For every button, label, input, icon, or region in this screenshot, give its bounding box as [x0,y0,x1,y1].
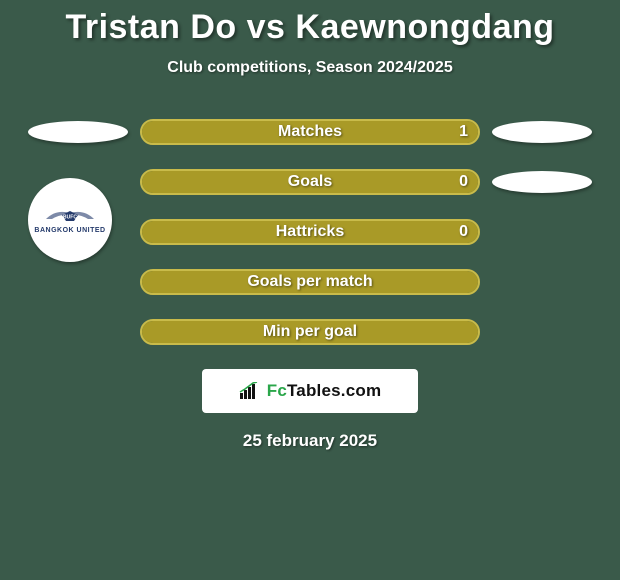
stat-label: Min per goal [142,323,478,341]
player-left-marker [28,121,128,143]
player-right-marker [492,171,592,193]
stat-bar: Goals per match [140,269,480,295]
stat-label: Matches [142,123,478,141]
stat-value: 0 [459,173,468,191]
footer-brand-prefix: Fc [267,381,287,400]
stat-bar: Goals0 [140,169,480,195]
stat-bar: Min per goal [140,319,480,345]
stat-label: Goals per match [142,273,478,291]
footer-brand-badge[interactable]: FcTables.com [202,369,418,413]
stat-row: Min per goal [0,319,620,345]
stat-row: Goals per match [0,269,620,295]
player-right-marker [492,121,592,143]
page-title: Tristan Do vs Kaewnongdang [0,0,620,47]
stat-row: Goals0 [0,169,620,195]
stat-bar: Matches1 [140,119,480,145]
stat-value: 0 [459,223,468,241]
stat-row: Hattricks0 [0,219,620,245]
date-text: 25 february 2025 [0,431,620,451]
bar-chart-icon [239,382,261,400]
stat-label: Goals [142,173,478,191]
stat-row: Matches1 [0,119,620,145]
stat-value: 1 [459,123,468,141]
stat-label: Hattricks [142,223,478,241]
stat-bar: Hattricks0 [140,219,480,245]
page-subtitle: Club competitions, Season 2024/2025 [0,59,620,77]
stats-container: Matches1Goals0Hattricks0Goals per matchM… [0,119,620,345]
footer-brand-text: FcTables.com [267,381,382,401]
footer-brand-suffix: Tables.com [287,381,381,400]
